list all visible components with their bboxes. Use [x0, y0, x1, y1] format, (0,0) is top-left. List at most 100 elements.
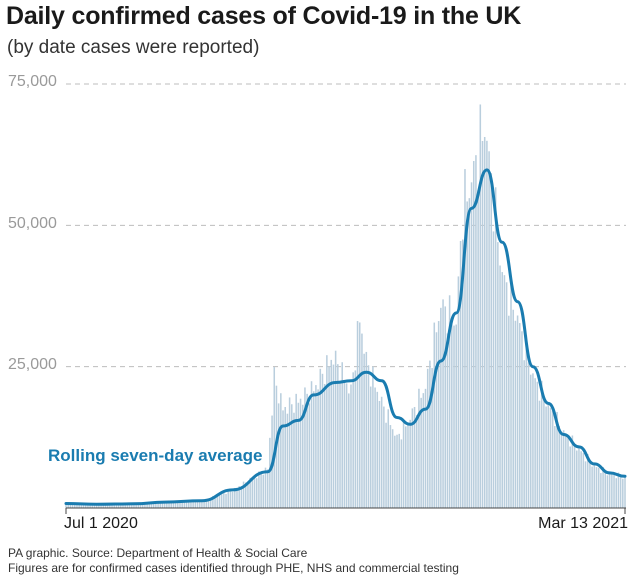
- daily-cases-bar: [433, 322, 436, 508]
- daily-cases-bar: [236, 487, 238, 508]
- daily-cases-bar: [168, 501, 170, 508]
- daily-cases-bar: [442, 299, 444, 508]
- daily-cases-bar: [310, 381, 313, 508]
- daily-cases-bar: [420, 397, 422, 508]
- gridlines: [66, 83, 626, 368]
- daily-cases-bar: [378, 400, 381, 508]
- daily-cases-bar: [337, 364, 339, 508]
- daily-cases-bar: [415, 415, 418, 508]
- daily-cases-bar: [350, 384, 352, 508]
- daily-cases-bar: [155, 502, 157, 508]
- daily-cases-bar: [363, 353, 365, 508]
- daily-cases-bar: [299, 398, 302, 508]
- daily-cases-bar: [521, 331, 523, 508]
- daily-cases-bar: [538, 400, 541, 508]
- daily-cases-bar: [490, 173, 493, 508]
- daily-cases-bar: [374, 387, 376, 508]
- daily-cases-bar: [532, 373, 534, 508]
- daily-cases-bar: [606, 475, 609, 508]
- daily-cases-bar: [394, 435, 396, 508]
- daily-cases-bar: [117, 504, 120, 508]
- daily-cases-bar: [398, 433, 400, 508]
- daily-cases-bar: [192, 500, 194, 508]
- daily-cases-bar: [332, 364, 335, 508]
- daily-cases-bar: [319, 368, 322, 508]
- daily-cases-bar: [198, 500, 201, 508]
- daily-cases-bar: [69, 503, 72, 508]
- daily-cases-bar: [584, 461, 587, 508]
- daily-cases-bar: [317, 389, 319, 508]
- daily-cases-bar: [514, 320, 517, 508]
- daily-cases-bar: [486, 140, 488, 508]
- daily-cases-bar: [547, 402, 550, 508]
- daily-cases-bar: [80, 503, 83, 508]
- daily-cases-bar: [71, 503, 74, 508]
- daily-cases-bar: [455, 324, 457, 508]
- daily-cases-bar: [102, 504, 105, 508]
- daily-cases-bar: [422, 393, 425, 508]
- daily-cases-bar: [315, 385, 317, 508]
- y-tick-label-75000: 75,000: [8, 73, 57, 90]
- daily-cases-bar: [223, 493, 225, 508]
- daily-cases-bar: [323, 384, 326, 508]
- daily-cases-bar: [87, 504, 89, 508]
- source-line: PA graphic. Source: Department of Health…: [8, 546, 308, 560]
- daily-cases-bar: [556, 411, 558, 508]
- daily-cases-bar: [380, 396, 383, 508]
- daily-cases-bar: [345, 383, 348, 508]
- daily-cases-bar: [172, 501, 175, 508]
- daily-cases-bar: [492, 231, 495, 508]
- daily-cases-bar: [269, 437, 271, 508]
- x-tick-label-start: Jul 1 2020: [64, 515, 138, 532]
- daily-cases-bar: [181, 500, 183, 508]
- daily-cases-bar: [534, 378, 536, 508]
- daily-cases-bar: [549, 407, 552, 508]
- daily-cases-bar: [615, 478, 617, 508]
- daily-cases-bar: [203, 499, 205, 508]
- daily-cases-bar: [619, 476, 622, 508]
- daily-cases-bar: [466, 201, 468, 508]
- daily-cases-bar: [367, 365, 370, 508]
- daily-cases-bar: [391, 429, 394, 508]
- x-tick-label-end: Mar 13 2021: [538, 515, 628, 532]
- daily-cases-bar: [120, 503, 122, 508]
- daily-cases-bar: [122, 503, 124, 508]
- daily-cases-bar: [586, 453, 589, 508]
- daily-cases-bar: [115, 503, 118, 508]
- daily-cases-bar: [207, 498, 210, 508]
- daily-cases-bar: [358, 322, 361, 508]
- daily-cases-bar: [527, 362, 530, 508]
- daily-cases-bar: [435, 332, 438, 508]
- daily-cases-bar: [238, 486, 240, 508]
- daily-cases-bar: [409, 419, 411, 508]
- daily-cases-bar: [440, 307, 442, 508]
- daily-cases-bar: [284, 406, 286, 508]
- daily-cases-bar: [477, 190, 479, 508]
- daily-cases-bar: [146, 502, 148, 508]
- daily-cases-bar: [459, 240, 462, 509]
- daily-cases-bar: [457, 276, 460, 508]
- daily-cases-bar: [260, 473, 262, 508]
- daily-cases-bar: [141, 502, 144, 508]
- daily-cases-bar: [402, 419, 405, 508]
- daily-cases-bar: [131, 503, 133, 508]
- daily-cases-bar: [411, 408, 414, 508]
- daily-cases-bar: [205, 499, 208, 508]
- daily-cases-bar: [429, 360, 431, 508]
- daily-cases-bar: [280, 393, 282, 508]
- daily-cases-bar: [512, 309, 514, 508]
- daily-cases-bar: [242, 481, 245, 508]
- daily-cases-bar: [93, 504, 96, 508]
- daily-cases-bar: [277, 403, 280, 508]
- daily-cases-bar: [523, 360, 525, 508]
- daily-cases-bar: [389, 425, 392, 508]
- daily-cases-bar: [183, 501, 186, 508]
- daily-cases-bar: [170, 501, 172, 508]
- daily-cases-bar: [288, 397, 291, 508]
- daily-cases-bar: [361, 333, 363, 508]
- source-note: PA graphic. Source: Department of Health…: [8, 546, 459, 576]
- daily-cases-bar: [595, 467, 598, 508]
- daily-cases-bar: [475, 155, 477, 509]
- daily-cases-bar: [104, 503, 107, 508]
- daily-cases-bar: [190, 500, 192, 508]
